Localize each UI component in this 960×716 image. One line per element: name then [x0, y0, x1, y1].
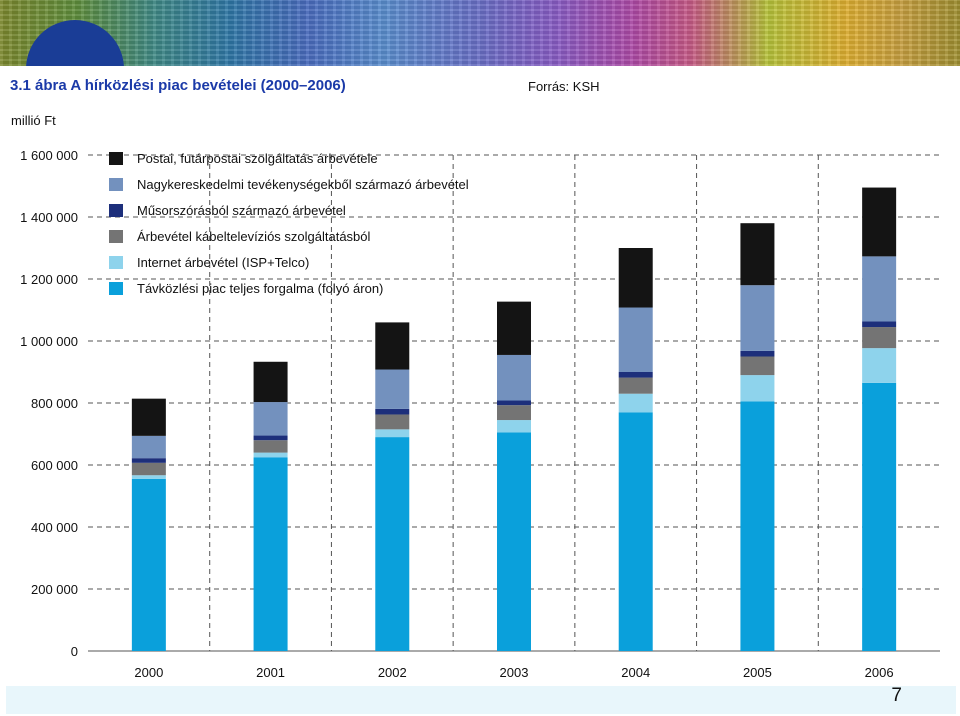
bar-segment-2005-s0 [740, 401, 775, 651]
y-tick-label: 1 200 000 [20, 272, 78, 287]
y-tick-label: 200 000 [31, 582, 78, 597]
page-number: 7 [891, 685, 902, 706]
bar-segment-2002-s1 [375, 429, 410, 438]
chart-title: 3.1 ábra A hírközlési piac bevételei (20… [10, 77, 346, 94]
bar-segment-2006-s0 [862, 382, 897, 651]
bar-segment-2006-s4 [862, 256, 897, 322]
bar-segment-2002-s4 [375, 369, 410, 409]
y-tick-label: 400 000 [31, 520, 78, 535]
bar-segment-2003-s4 [497, 354, 531, 401]
bar-segment-2005-s2 [740, 356, 775, 376]
legend-label: Műsorszórásból származó árbevétel [137, 203, 346, 218]
legend-label: Internet árbevétel (ISP+Telco) [137, 255, 309, 270]
legend-swatch [109, 256, 123, 269]
bar-segment-2005-s1 [740, 375, 775, 402]
y-tick-label: 600 000 [31, 458, 78, 473]
bar-segment-2000-s0 [131, 478, 166, 651]
bar-segment-2002-s0 [375, 437, 410, 651]
bar-segment-2004-s4 [618, 307, 653, 372]
bar-segment-2001-s2 [253, 440, 288, 453]
y-tick-label: 800 000 [31, 396, 78, 411]
header-banner [0, 0, 960, 66]
footer-bar [6, 686, 956, 714]
bar-segment-2005-s3 [740, 350, 775, 357]
x-tick-label: 2004 [621, 665, 650, 680]
bar-segment-2003-s5 [497, 301, 531, 355]
legend-swatch [109, 230, 123, 243]
bar-segment-2000-s5 [131, 398, 166, 436]
legend-label: Postai, futárpostai szolgáltatás árbevét… [137, 151, 378, 166]
bar-segment-2004-s2 [618, 377, 653, 394]
x-tick-label: 2002 [378, 665, 407, 680]
bar-segment-2005-s5 [740, 223, 775, 286]
legend-label: Árbevétel kábeltelevíziós szolgáltatásbó… [137, 229, 371, 244]
bar-segment-2003-s1 [497, 420, 531, 433]
legend-label: Távközlési piac teljes forgalma (folyó á… [137, 281, 383, 296]
y-tick-label: 1 000 000 [20, 334, 78, 349]
x-tick-label: 2000 [134, 665, 163, 680]
bar-segment-2003-s3 [497, 400, 531, 406]
y-tick-label: 1 400 000 [20, 210, 78, 225]
bar-segment-2001-s5 [253, 361, 288, 403]
bar-segment-2000-s3 [131, 458, 166, 463]
bar-segment-2005-s4 [740, 285, 775, 351]
legend-swatch [109, 282, 123, 295]
x-tick-label: 2005 [743, 665, 772, 680]
bar-segment-2006-s3 [862, 321, 897, 328]
banner-texture [0, 0, 960, 66]
bar-segment-2006-s5 [862, 187, 897, 257]
legend-label: Nagykereskedelmi tevékenységekből szárma… [137, 177, 469, 192]
y-tick-label: 1 600 000 [20, 148, 78, 163]
legend-swatch [109, 152, 123, 165]
bar-segment-2002-s5 [375, 322, 410, 370]
bar-segment-2000-s1 [131, 475, 166, 479]
bar-segment-2006-s2 [862, 327, 897, 349]
legend-swatch [109, 204, 123, 217]
bar-segment-2000-s2 [131, 462, 166, 476]
x-tick-label: 2003 [500, 665, 529, 680]
legend-swatch [109, 178, 123, 191]
bar-segment-2001-s0 [253, 457, 288, 651]
bar-segment-2003-s2 [497, 405, 531, 421]
bar-segment-2001-s4 [253, 402, 288, 436]
y-tick-label: 0 [71, 644, 78, 659]
bar-segment-2004-s1 [618, 393, 653, 413]
bar-segment-2003-s0 [497, 432, 531, 651]
bar-segment-2001-s1 [253, 452, 288, 458]
bar-segment-2001-s3 [253, 435, 288, 441]
bar-segment-2006-s1 [862, 348, 897, 383]
bar-segment-2002-s2 [375, 414, 410, 430]
source-label: Forrás: KSH [528, 79, 600, 94]
bar-segment-2004-s5 [618, 248, 653, 308]
bar-segment-2002-s3 [375, 408, 410, 415]
bar-segment-2004-s0 [618, 412, 653, 651]
bar-segment-2000-s4 [131, 435, 166, 459]
y-unit-label: millió Ft [11, 113, 56, 128]
x-tick-label: 2001 [256, 665, 285, 680]
bar-segment-2004-s3 [618, 372, 653, 378]
x-tick-label: 2006 [865, 665, 894, 680]
